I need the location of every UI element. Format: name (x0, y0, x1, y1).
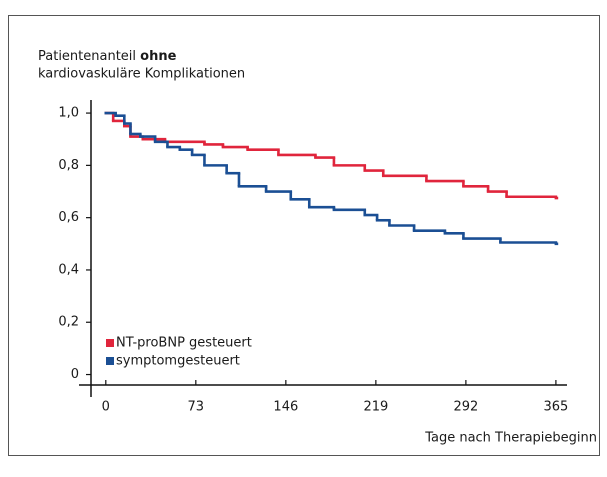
y-tick-label: 1,0 (58, 106, 79, 121)
x-tick-label: 73 (188, 400, 205, 415)
y-tick-label: 0,6 (58, 210, 79, 225)
legend-label: NT-proBNP gesteuert (116, 336, 252, 351)
y-title-text: Patientenanteil (38, 49, 136, 64)
x-tick-label: 146 (273, 400, 298, 415)
x-axis-title: Tage nach Therapiebeginn (424, 431, 597, 446)
legend-label: symptomgesteuert (116, 354, 240, 369)
y-tick-label: 0,4 (58, 262, 79, 277)
x-tick-label: 219 (363, 400, 388, 415)
y-tick-label: 0,2 (58, 315, 79, 330)
y-tick-label: 0,8 (58, 158, 79, 173)
x-tick-label: 0 (102, 400, 110, 415)
x-tick-label: 292 (453, 400, 478, 415)
y-title-bold: ohne (140, 49, 176, 64)
x-tick-label: 365 (543, 400, 568, 415)
legend-swatch (106, 357, 114, 365)
legend-swatch (106, 339, 114, 347)
y-axis-title-line2: kardiovaskuläre Komplikationen (38, 67, 245, 82)
y-axis-title: Patientenanteil ohne (38, 49, 177, 64)
y-tick-label: 0 (71, 367, 79, 382)
frame (8, 15, 600, 456)
